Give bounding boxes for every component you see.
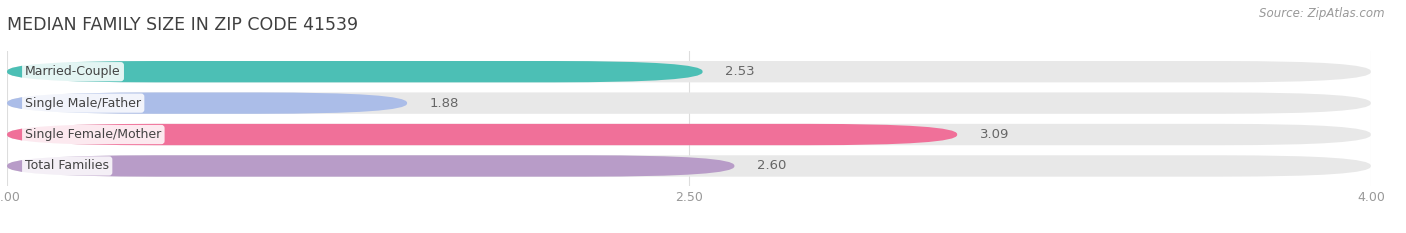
- Text: Single Male/Father: Single Male/Father: [25, 97, 141, 110]
- FancyBboxPatch shape: [7, 61, 1371, 82]
- FancyBboxPatch shape: [7, 124, 957, 145]
- FancyBboxPatch shape: [7, 124, 1371, 145]
- Text: Source: ZipAtlas.com: Source: ZipAtlas.com: [1260, 7, 1385, 20]
- Text: Total Families: Total Families: [25, 159, 110, 172]
- Text: MEDIAN FAMILY SIZE IN ZIP CODE 41539: MEDIAN FAMILY SIZE IN ZIP CODE 41539: [7, 16, 359, 34]
- Text: 1.88: 1.88: [430, 97, 460, 110]
- FancyBboxPatch shape: [7, 155, 1371, 177]
- Text: 2.53: 2.53: [725, 65, 755, 78]
- Text: 3.09: 3.09: [980, 128, 1010, 141]
- FancyBboxPatch shape: [7, 93, 408, 114]
- FancyBboxPatch shape: [7, 93, 1371, 114]
- Text: Married-Couple: Married-Couple: [25, 65, 121, 78]
- Text: Single Female/Mother: Single Female/Mother: [25, 128, 162, 141]
- FancyBboxPatch shape: [7, 155, 734, 177]
- Text: 2.60: 2.60: [756, 159, 786, 172]
- FancyBboxPatch shape: [7, 61, 703, 82]
